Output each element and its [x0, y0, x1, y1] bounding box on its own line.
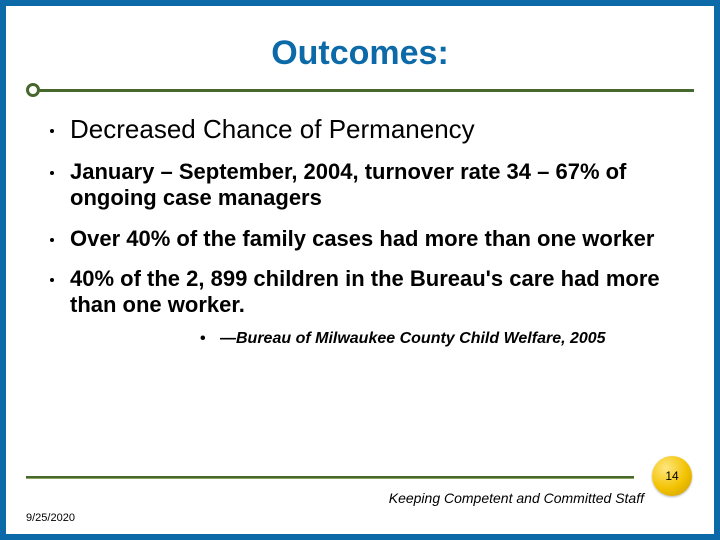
bullet-text: Decreased Chance of Permanency [70, 114, 475, 144]
list-item: 40% of the 2, 899 children in the Bureau… [46, 266, 674, 348]
citation: —Bureau of Milwaukee County Child Welfar… [70, 329, 674, 348]
rule-dot-icon [26, 83, 40, 97]
slide: Outcomes: Decreased Chance of Permanency… [6, 6, 714, 534]
list-item: January – September, 2004, turnover rate… [46, 159, 674, 212]
page-number-badge: 14 [652, 456, 692, 496]
rule-line [39, 89, 694, 92]
footer-caption: Keeping Competent and Committed Staff [389, 490, 644, 506]
list-item: Decreased Chance of Permanency [46, 115, 674, 145]
page-number: 14 [665, 469, 678, 483]
bullet-text: 40% of the 2, 899 children in the Bureau… [70, 266, 660, 317]
list-item: Over 40% of the family cases had more th… [46, 226, 674, 252]
bullet-text: January – September, 2004, turnover rate… [70, 159, 626, 210]
footer-rule [26, 476, 634, 478]
bullet-text: Over 40% of the family cases had more th… [70, 226, 654, 251]
bullet-list: Decreased Chance of Permanency January –… [46, 115, 674, 348]
footer-date: 9/25/2020 [26, 512, 75, 524]
citation-list: —Bureau of Milwaukee County Child Welfar… [70, 329, 674, 348]
slide-title: Outcomes: [271, 34, 449, 79]
title-area: Outcomes: [46, 34, 674, 79]
title-rule [26, 83, 694, 97]
